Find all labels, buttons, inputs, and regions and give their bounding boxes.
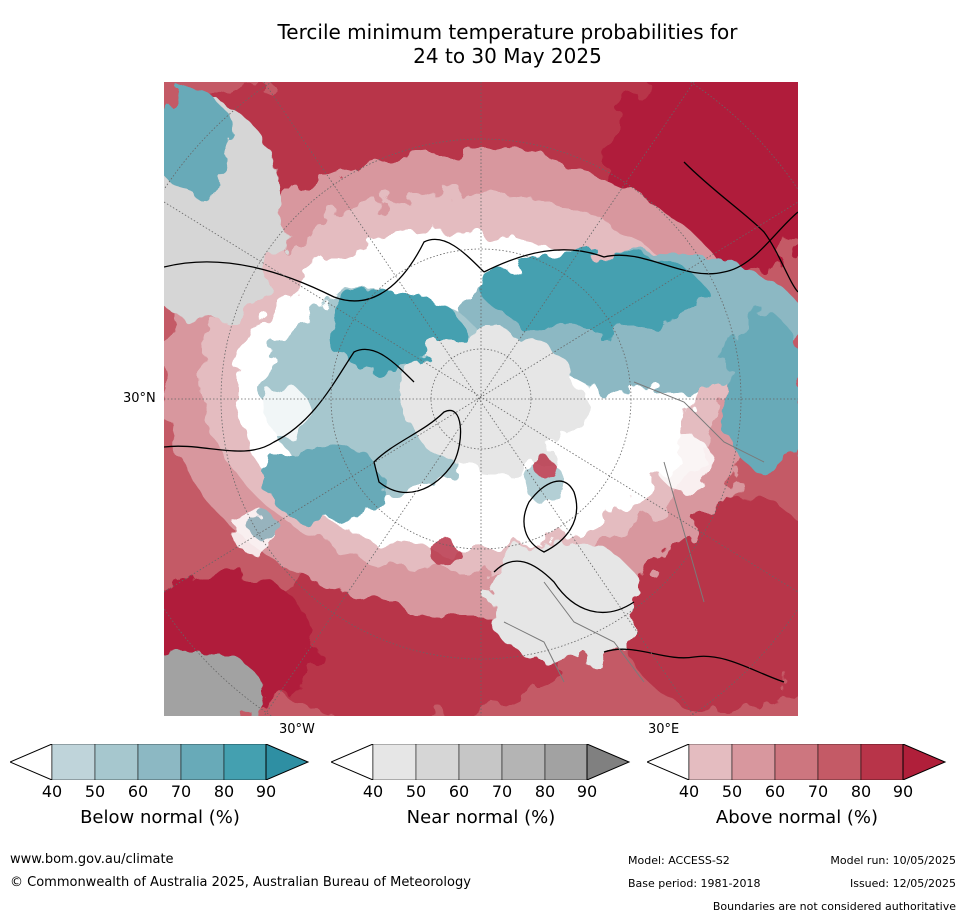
colorbar-above-tick: 50 [721, 782, 743, 801]
white-patch [656, 434, 712, 490]
colorbar-near-swatch [372, 744, 417, 780]
footer-website[interactable]: www.bom.gov.au/climate [10, 852, 174, 867]
graticule [164, 82, 798, 716]
hudson-cool [264, 442, 384, 522]
colorbar-below-swatch [180, 744, 225, 780]
colorbar-below-label: Below normal (%) [80, 807, 240, 828]
colorbar-below-normal: 40 50 60 70 80 90 Below normal (%) [10, 744, 310, 854]
colorbar-below-tick: 70 [170, 782, 192, 801]
footer-disclaimer: Boundaries are not considered authoritat… [712, 900, 956, 913]
footer-copyright: © Commonwealth of Australia 2025, Austra… [10, 875, 471, 890]
cool-patch [524, 462, 564, 502]
map-graphic [164, 82, 798, 716]
siberia-cool-core [484, 252, 704, 332]
colorbar-near-label: Near normal (%) [406, 807, 556, 828]
colorbar-below-max-arrow [265, 744, 310, 780]
colorbar-below-min-arrow [10, 744, 53, 780]
colorbar-near-swatch [544, 744, 588, 780]
colorbar-above-normal: 40 50 60 70 80 90 Above normal (%) [647, 744, 947, 854]
northwest-cool-patch [164, 92, 234, 192]
colorbar-above-swatch [774, 744, 819, 780]
colorbar-near-tick: 90 [576, 782, 598, 801]
colorbar-near-swatch [458, 744, 503, 780]
colorbar-near-max-arrow [586, 744, 631, 780]
colorbar-below-tick: 50 [84, 782, 106, 801]
colorbar-above-swatch [731, 744, 776, 780]
footer-model-run: Model run: 10/05/2025 [830, 854, 956, 867]
colorbar-above-max-arrow [902, 744, 947, 780]
polar-probability-map [164, 82, 798, 716]
colorbar-near-swatch [501, 744, 546, 780]
colorbar-above-label: Above normal (%) [715, 807, 879, 828]
colorbar-near-tick: 70 [491, 782, 513, 801]
colorbar-below-tick: 40 [41, 782, 63, 801]
colorbar-above-swatch [688, 744, 733, 780]
map-title-line1: Tercile minimum temperature probabilitie… [277, 20, 738, 44]
colorbar-near-min-arrow [331, 744, 374, 780]
colorbar-above-tick: 90 [892, 782, 914, 801]
footer-model: Model: ACCESS-S2 [628, 854, 730, 867]
warm-patch [430, 538, 458, 566]
colorbar-above-graphic [647, 744, 947, 780]
europe-near-region [484, 542, 644, 662]
arctic-near-region [404, 332, 584, 472]
colorbar-above-swatch [817, 744, 862, 780]
colorbar-near-swatch [415, 744, 460, 780]
colorbar-above-tick: 70 [807, 782, 829, 801]
colorbar-below-swatch [223, 744, 267, 780]
colorbar-below-tick: 80 [213, 782, 235, 801]
colorbar-near-tick: 50 [405, 782, 427, 801]
colorbar-below-swatch [94, 744, 139, 780]
footer-base-period: Base period: 1981-2018 [628, 877, 761, 890]
colorbar-below-tick: 60 [127, 782, 149, 801]
country-boundaries [503, 381, 765, 683]
cool-patch [250, 513, 278, 541]
colorbar-above-tick: 80 [850, 782, 872, 801]
white-patch [258, 386, 310, 438]
colorbar-near-graphic [331, 744, 631, 780]
colorbar-above-swatch [860, 744, 904, 780]
east-asia-cool [724, 312, 798, 472]
southwest-near-region [164, 652, 264, 716]
colorbar-above-min-arrow [647, 744, 690, 780]
colorbar-near-tick: 40 [362, 782, 384, 801]
longitude-label-30e: 30°E [648, 722, 680, 737]
colorbar-below-tick: 90 [255, 782, 277, 801]
colorbar-near-tick: 80 [534, 782, 556, 801]
map-title: Tercile minimum temperature probabilitie… [0, 20, 965, 68]
colorbar-below-swatch [137, 744, 182, 780]
longitude-label-30w: 30°W [279, 722, 315, 737]
warm-patch [534, 457, 554, 477]
colorbar-above-tick: 40 [678, 782, 700, 801]
latitude-label-30n: 30°N [123, 391, 156, 406]
coastlines [164, 161, 798, 683]
colorbar-below-swatch [51, 744, 96, 780]
map-title-line2: 24 to 30 May 2025 [413, 44, 602, 68]
colorbar-above-tick: 60 [764, 782, 786, 801]
footer-issued: Issued: 12/05/2025 [849, 877, 956, 890]
colorbar-near-tick: 60 [448, 782, 470, 801]
colorbar-near-normal: 40 50 60 70 80 90 Near normal (%) [331, 744, 631, 854]
colorbar-below-graphic [10, 744, 310, 780]
